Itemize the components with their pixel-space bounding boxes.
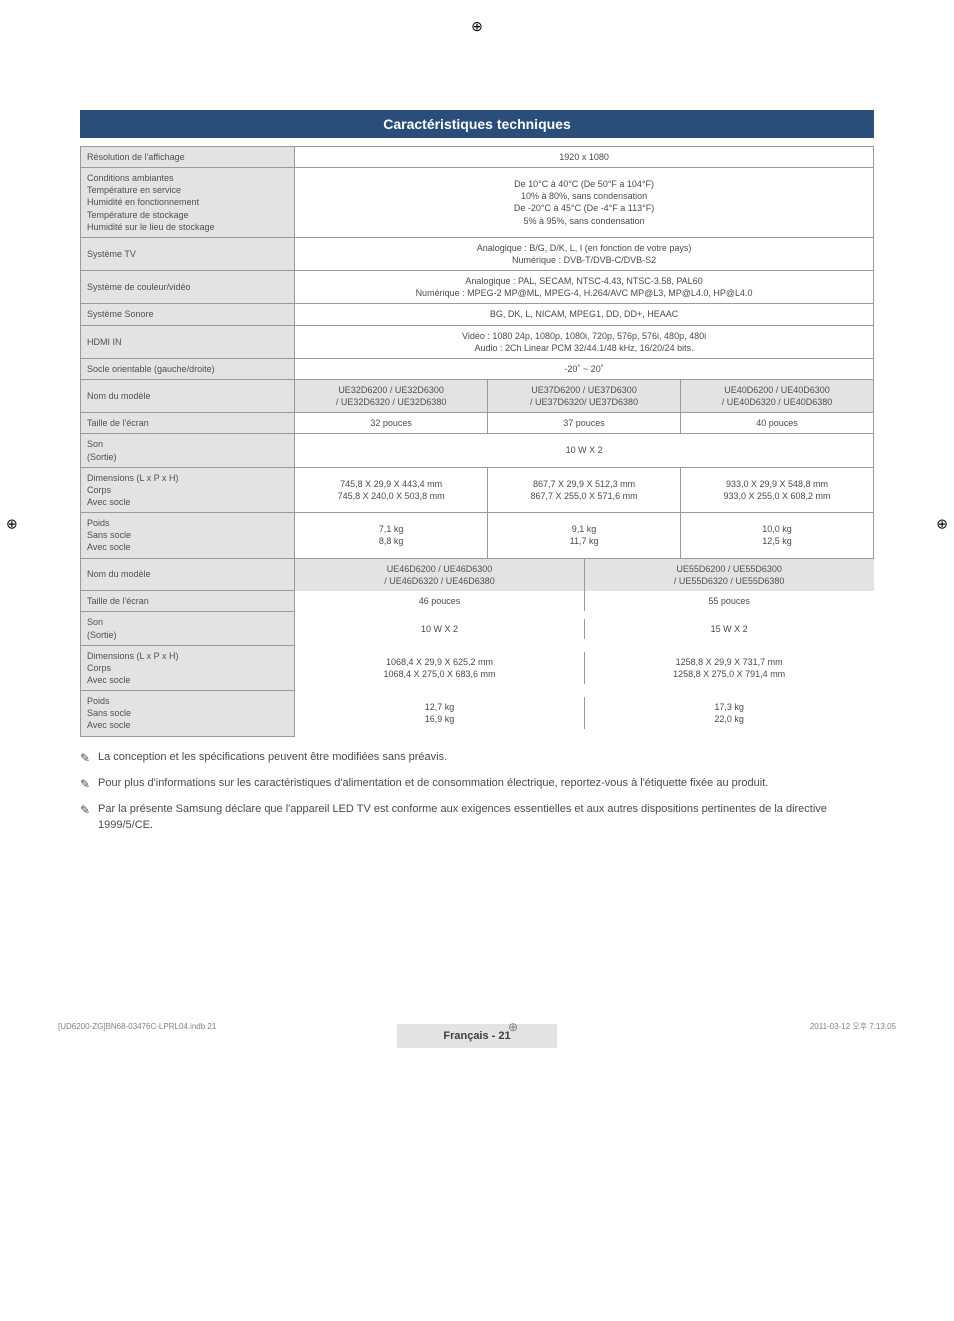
note-item: ✎Par la présente Samsung déclare que l'a… (80, 801, 874, 834)
cell: 745,8 X 29,9 X 443,4 mm 745,8 X 240,0 X … (295, 467, 488, 512)
note-icon: ✎ (80, 749, 98, 767)
row-label: Nom du modèle (81, 379, 295, 412)
row-value: Vidéo : 1080 24p, 1080p, 1080i, 720p, 57… (295, 325, 874, 358)
table-row: HDMI INVidéo : 1080 24p, 1080p, 1080i, 7… (81, 325, 874, 358)
registration-mark-left: ⊕ (6, 515, 18, 532)
cell: 9,1 kg 11,7 kg (488, 513, 681, 558)
notes-section: ✎La conception et les spécifications peu… (80, 749, 874, 834)
row-label: Son (Sortie) (81, 434, 295, 467)
note-icon: ✎ (80, 801, 98, 834)
registration-mark-bottom: ⊕ (508, 1020, 518, 1034)
row-label: Dimensions (L x P x H) Corps Avec socle (81, 645, 295, 690)
print-file-name: [UD6200-ZG]BN68-03476C-LPRL04.indb 21 (58, 1022, 216, 1031)
cell: 46 pouces (295, 591, 584, 611)
cell: 10 W X 2 (295, 619, 584, 639)
row-label: Système Sonore (81, 304, 295, 325)
row-value: Analogique : PAL, SECAM, NTSC-4.43, NTSC… (295, 271, 874, 304)
table-row: Poids Sans socle Avec socle 12,7 kg 16,9… (81, 691, 874, 736)
cell: 867,7 X 29,9 X 512,3 mm 867,7 X 255,0 X … (488, 467, 681, 512)
print-crop-info: [UD6200-ZG]BN68-03476C-LPRL04.indb 21 ⊕ … (0, 1020, 954, 1034)
row-label: Système de couleur/vidéo (81, 271, 295, 304)
row-label: Système TV (81, 237, 295, 270)
page-content: Caractéristiques techniques Résolution d… (0, 0, 954, 1048)
row-label: Taille de l'écran (81, 413, 295, 434)
note-icon: ✎ (80, 775, 98, 793)
row-label: Résolution de l'affichage (81, 147, 295, 168)
cell: 1258,8 X 29,9 X 731,7 mm 1258,8 X 275,0 … (584, 652, 873, 684)
cell: 37 pouces (488, 413, 681, 434)
table-row: Dimensions (L x P x H) Corps Avec socle … (81, 645, 874, 690)
spec-table: Résolution de l'affichage1920 x 1080 Con… (80, 146, 874, 737)
row-label: Conditions ambiantes Température en serv… (81, 168, 295, 238)
note-text: La conception et les spécifications peuv… (98, 749, 874, 767)
table-row: Système SonoreBG, DK, L, NICAM, MPEG1, D… (81, 304, 874, 325)
row-label: Poids Sans socle Avec socle (81, 513, 295, 558)
table-row: Son (Sortie) 10 W X 2 15 W X 2 (81, 612, 874, 645)
cell: 10,0 kg 12,5 kg (681, 513, 874, 558)
row-value: BG, DK, L, NICAM, MPEG1, DD, DD+, HEAAC (295, 304, 874, 325)
cell: 1068,4 X 29,9 X 625,2 mm 1068,4 X 275,0 … (295, 652, 584, 684)
row-label: Socle orientable (gauche/droite) (81, 358, 295, 379)
row-label: Dimensions (L x P x H) Corps Avec socle (81, 467, 295, 512)
table-row: Conditions ambiantes Température en serv… (81, 168, 874, 238)
cell: 10 W X 2 (295, 434, 874, 467)
model-row-b: Nom du modèle UE46D6200 / UE46D6300 / UE… (81, 558, 874, 591)
cell: 32 pouces (295, 413, 488, 434)
section-title: Caractéristiques techniques (80, 110, 874, 138)
note-text: Par la présente Samsung déclare que l'ap… (98, 801, 874, 834)
model-row-a: Nom du modèle UE32D6200 / UE32D6300 / UE… (81, 379, 874, 412)
model-col: UE40D6200 / UE40D6300 / UE40D6320 / UE40… (681, 379, 874, 412)
row-label: Poids Sans socle Avec socle (81, 691, 295, 736)
row-label: Son (Sortie) (81, 612, 295, 645)
table-row: Résolution de l'affichage1920 x 1080 (81, 147, 874, 168)
row-value: De 10°C à 40°C (De 50°F a 104°F) 10% à 8… (295, 168, 874, 238)
row-value: 1920 x 1080 (295, 147, 874, 168)
cell: 17,3 kg 22,0 kg (584, 697, 873, 729)
table-row: Taille de l'écran 32 pouces 37 pouces 40… (81, 413, 874, 434)
cell: 12,7 kg 16,9 kg (295, 697, 584, 729)
cell: 7,1 kg 8,8 kg (295, 513, 488, 558)
registration-mark-top: ⊕ (471, 18, 483, 35)
table-row: Socle orientable (gauche/droite)-20˚ ~ 2… (81, 358, 874, 379)
cell: 15 W X 2 (584, 619, 873, 639)
table-row: Système TVAnalogique : B/G, D/K, L, I (e… (81, 237, 874, 270)
table-row: Poids Sans socle Avec socle 7,1 kg 8,8 k… (81, 513, 874, 558)
table-row: Son (Sortie) 10 W X 2 (81, 434, 874, 467)
print-timestamp: 2011-03-12 오후 7:13:05 (810, 1021, 896, 1032)
model-col: UE55D6200 / UE55D6300 / UE55D6320 / UE55… (584, 559, 873, 591)
registration-mark-right: ⊕ (936, 515, 948, 532)
model-col: UE37D6200 / UE37D6300 / UE37D6320/ UE37D… (488, 379, 681, 412)
row-label: HDMI IN (81, 325, 295, 358)
table-row: Dimensions (L x P x H) Corps Avec socle … (81, 467, 874, 512)
note-item: ✎La conception et les spécifications peu… (80, 749, 874, 767)
row-label: Nom du modèle (81, 558, 295, 591)
model-col: UE32D6200 / UE32D6300 / UE32D6320 / UE32… (295, 379, 488, 412)
row-label: Taille de l'écran (81, 591, 295, 612)
row-value: Analogique : B/G, D/K, L, I (en fonction… (295, 237, 874, 270)
cell: 933,0 X 29,9 X 548,8 mm 933,0 X 255,0 X … (681, 467, 874, 512)
note-text: Pour plus d'informations sur les caracté… (98, 775, 874, 793)
table-row: Taille de l'écran 46 pouces 55 pouces (81, 591, 874, 612)
model-col: UE46D6200 / UE46D6300 / UE46D6320 / UE46… (295, 559, 584, 591)
row-value: -20˚ ~ 20˚ (295, 358, 874, 379)
note-item: ✎Pour plus d'informations sur les caract… (80, 775, 874, 793)
table-row: Système de couleur/vidéoAnalogique : PAL… (81, 271, 874, 304)
cell: 40 pouces (681, 413, 874, 434)
cell: 55 pouces (584, 591, 873, 611)
